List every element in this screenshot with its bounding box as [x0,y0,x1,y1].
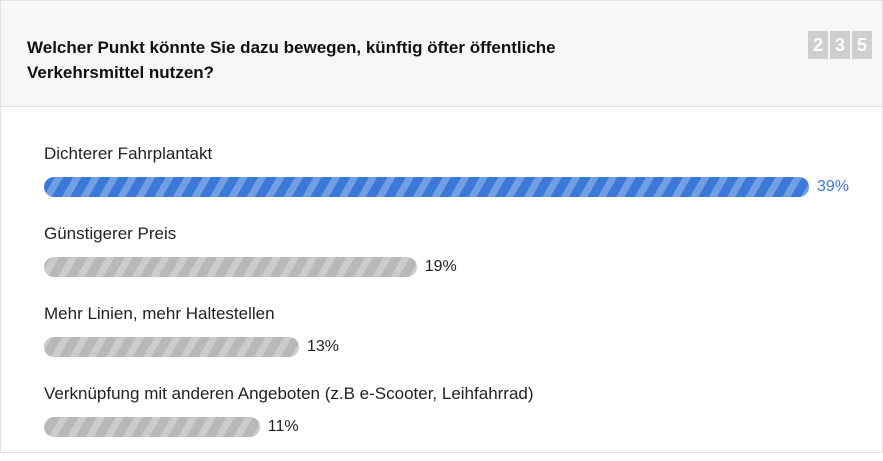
counter-digit: 2 [808,31,828,59]
result-row: Verknüpfung mit anderen Angeboten (z.B e… [44,381,864,461]
percent-label: 13% [307,338,340,355]
counter-digit: 3 [830,31,850,59]
percent-label: 39% [817,178,850,195]
percent-label: 11% [267,418,299,435]
counter-digit: 5 [852,31,872,59]
option-label: Mehr Linien, mehr Haltestellen [44,304,275,323]
result-row: Dichterer Fahrplantakt 39% [44,141,864,221]
poll-header: Welcher Punkt könnte Sie dazu bewegen, k… [1,1,882,107]
option-label: Günstigerer Preis [44,224,177,243]
poll-results: Dichterer Fahrplantakt 39% Günstigerer Pre… [44,141,864,461]
result-bar [44,417,260,437]
poll-question: Welcher Punkt könnte Sie dazu bewegen, k… [27,38,556,82]
result-bar [44,257,417,277]
result-bar [44,337,299,357]
percent-label: 19% [424,258,457,275]
result-row: Mehr Linien, mehr Haltestellen 13% [44,301,864,381]
option-label: Verknüpfung mit anderen Angeboten (z.B e… [44,384,534,403]
option-label: Dichterer Fahrplantakt [44,144,213,163]
result-bar [44,177,809,197]
result-row: Günstigerer Preis 19% [44,221,864,301]
